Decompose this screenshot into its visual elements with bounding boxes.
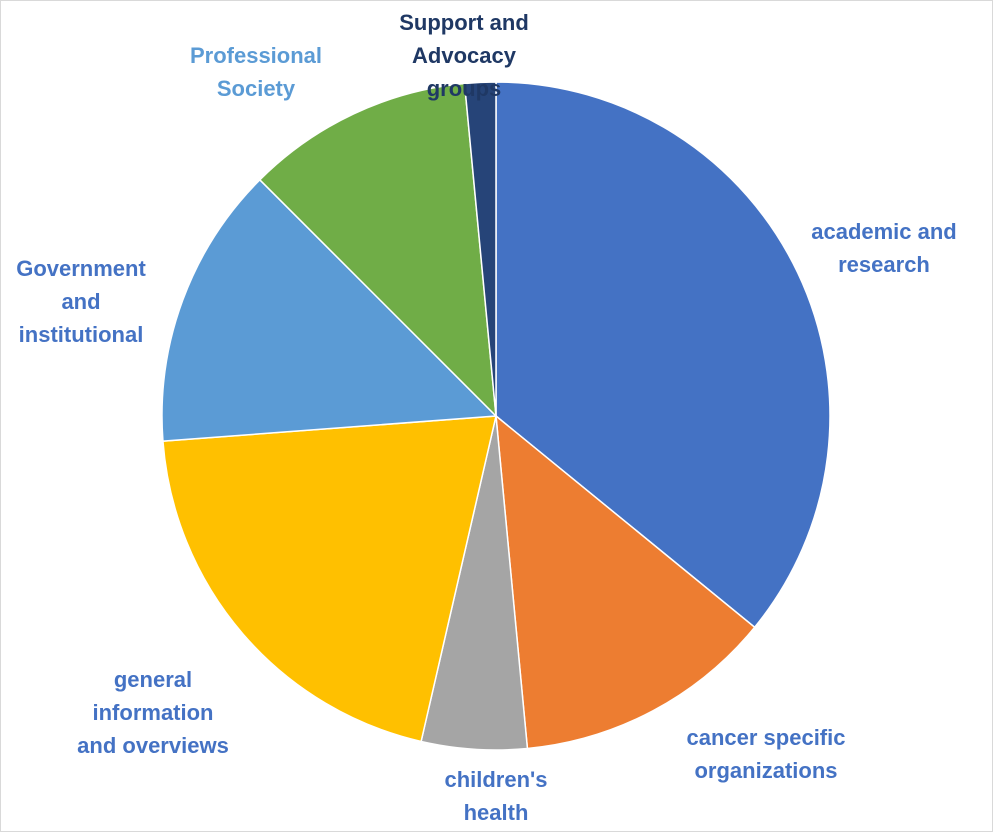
slice-label-line: and (61, 289, 100, 314)
slice-label-line: cancer specific (687, 725, 846, 750)
slice-label: cancer specific organizations (687, 725, 846, 783)
slice-label: Support and Advocacy groups (399, 10, 529, 101)
pie-slice (463, 81, 497, 417)
pie-slice (162, 415, 497, 743)
slice-label-line: children's (444, 767, 547, 792)
slice-label: children's health (444, 767, 547, 825)
slice-label-line: Support and (399, 10, 529, 35)
slice-label-line: health (464, 800, 529, 825)
slice-label-line: organizations (694, 758, 837, 783)
slice-label-line: academic and (811, 219, 957, 244)
slice-label-line: and overviews (77, 733, 229, 758)
slice-label-line: Professional (190, 43, 322, 68)
slice-label: general information and overviews (77, 667, 229, 758)
pie-slice (258, 82, 497, 419)
slice-label-line: Society (217, 76, 296, 101)
pie-slice (495, 414, 756, 750)
slices-layer (161, 81, 831, 751)
slice-label-line: general (114, 667, 192, 692)
slice-label-line: Government (16, 256, 146, 281)
slice-label-line: information (93, 700, 214, 725)
pie-slice (495, 81, 831, 629)
labels-layer: academic and research cancer specific organ… (16, 10, 957, 825)
slice-label-line: research (838, 252, 930, 277)
slice-label-line: institutional (19, 322, 144, 347)
pie-slice (161, 178, 498, 442)
slice-label: Government and institutional (16, 256, 146, 347)
slice-label: academic and research (811, 219, 957, 277)
slice-label-line: groups (427, 76, 502, 101)
slice-label-line: Advocacy (412, 43, 517, 68)
slice-label: Professional Society (190, 43, 322, 101)
